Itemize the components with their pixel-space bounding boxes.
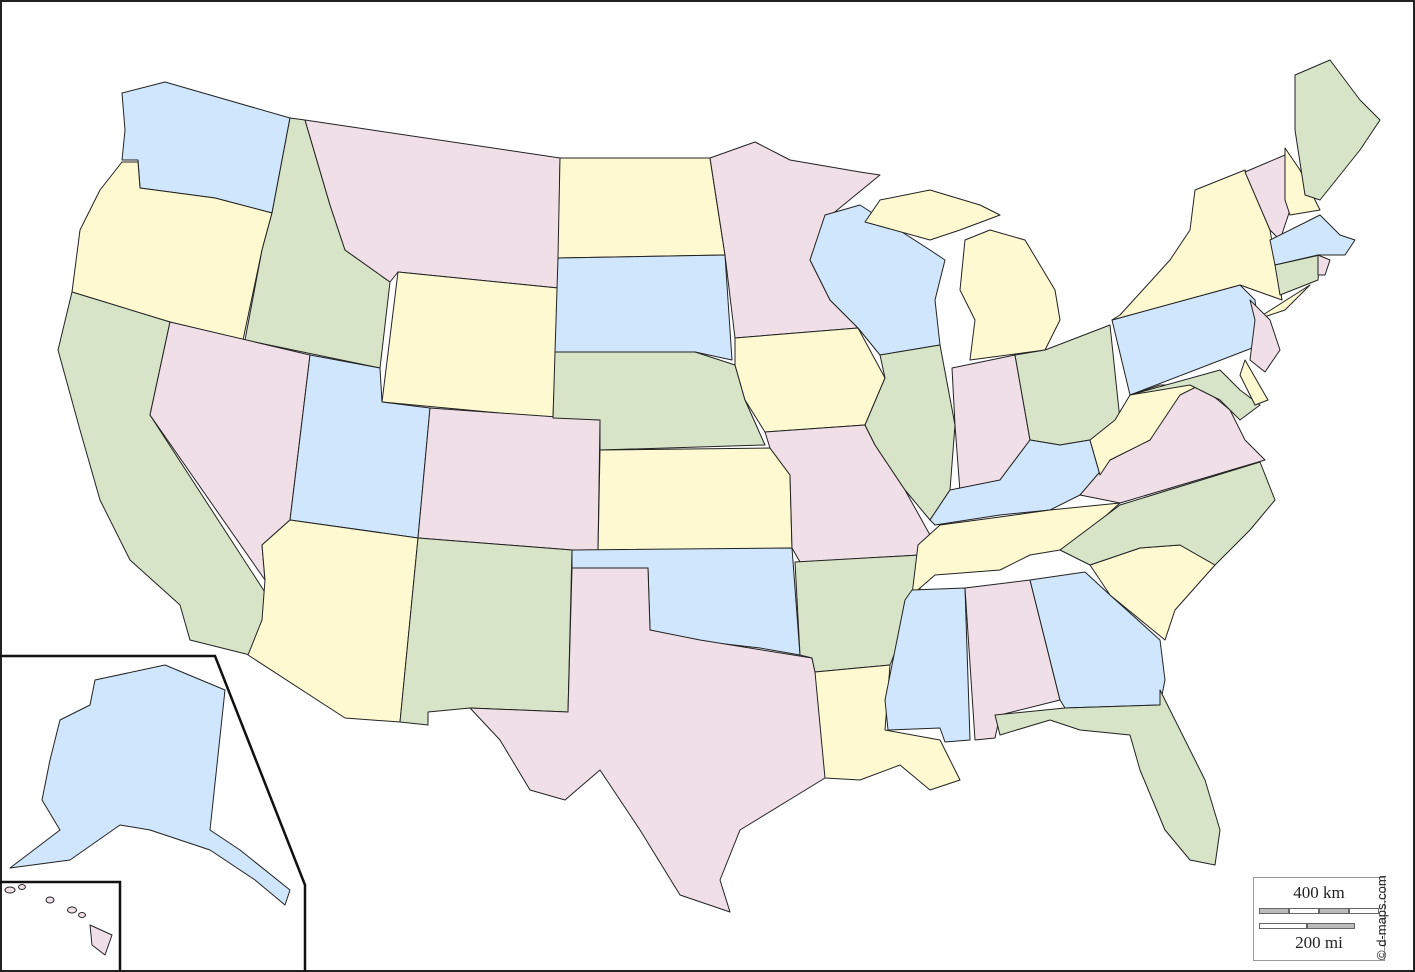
state-fl xyxy=(994,689,1221,866)
scale-segment xyxy=(1259,908,1289,914)
hawaii-inset-border xyxy=(0,880,122,972)
state-nm xyxy=(399,537,573,726)
state-ny-li xyxy=(1254,284,1311,321)
state-nj xyxy=(1249,299,1281,373)
state-sd xyxy=(554,254,733,361)
state-wv xyxy=(1089,384,1201,476)
scale-segment xyxy=(1289,908,1319,914)
state-ri xyxy=(1317,254,1331,276)
state-or xyxy=(71,161,273,341)
hawaii-island xyxy=(45,896,55,904)
scale-segment xyxy=(1259,923,1307,929)
state-ks xyxy=(597,447,793,553)
state-ne xyxy=(552,351,766,451)
state-il xyxy=(864,344,956,521)
state-ga xyxy=(1029,571,1166,709)
hawaii-island xyxy=(78,912,86,918)
state-md xyxy=(1129,369,1261,421)
state-me xyxy=(1294,59,1381,201)
scale-segment xyxy=(1307,923,1355,929)
scale-km-label: 400 km xyxy=(1293,883,1345,902)
state-co xyxy=(417,407,601,553)
alaska-inset-border xyxy=(0,654,307,972)
hawaii-island xyxy=(4,886,16,894)
state-wy xyxy=(381,271,559,419)
state-mi-up xyxy=(864,189,1001,241)
state-nc xyxy=(1059,461,1276,566)
state-ms xyxy=(884,587,971,743)
state-tx xyxy=(469,567,831,913)
state-vt xyxy=(1244,154,1291,241)
scale-mi-label: 200 mi xyxy=(1295,933,1343,952)
state-ct xyxy=(1274,254,1321,296)
state-ia xyxy=(734,327,886,433)
hawaii-island xyxy=(18,884,26,890)
scale-bar: 400 km 200 mi xyxy=(1253,877,1385,961)
state-hi xyxy=(89,924,113,956)
state-nd xyxy=(557,157,726,259)
credit-text: © d-maps.com xyxy=(1374,875,1389,960)
scale-segment xyxy=(1319,908,1349,914)
state-ak xyxy=(9,664,291,906)
scale-segment xyxy=(1349,908,1379,914)
state-mi xyxy=(959,229,1061,361)
hawaii-island xyxy=(67,906,77,914)
state-de xyxy=(1239,359,1269,406)
